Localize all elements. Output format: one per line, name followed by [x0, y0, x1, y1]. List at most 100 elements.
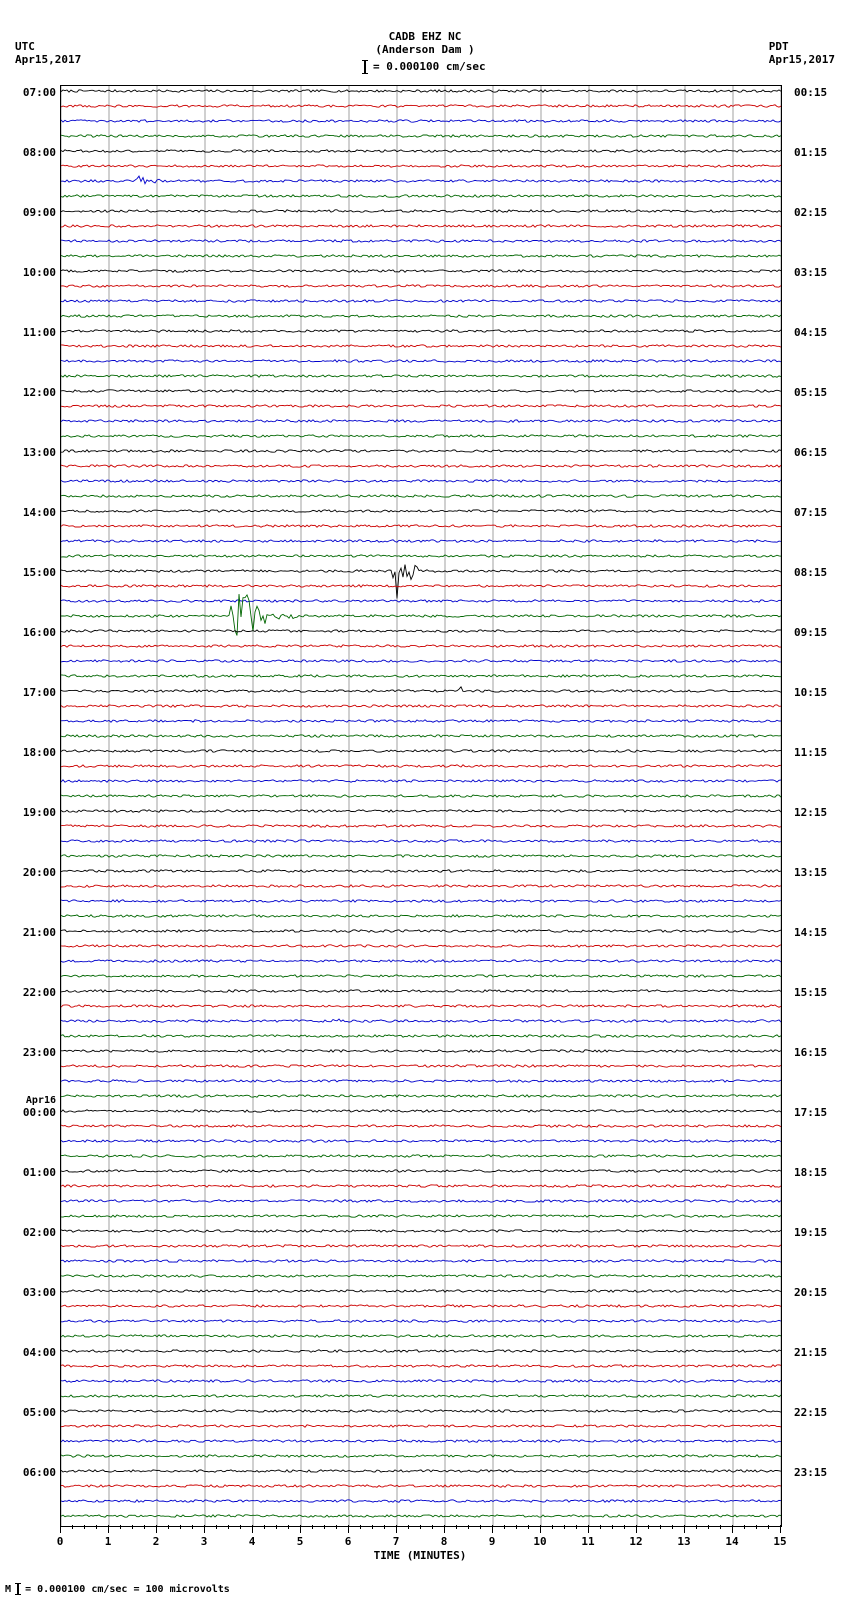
seismic-trace [61, 1140, 781, 1142]
left-time-label: 12:00 [23, 387, 56, 398]
right-time-label: 15:15 [794, 987, 827, 998]
seismic-trace [61, 285, 781, 287]
seismic-trace [61, 240, 781, 242]
x-tick-label: 2 [153, 1535, 160, 1548]
seismic-trace [61, 1125, 781, 1127]
right-time-label: 08:15 [794, 567, 827, 578]
seismic-trace [61, 735, 781, 737]
right-time-label: 16:15 [794, 1047, 827, 1058]
seismic-trace [61, 1260, 781, 1262]
seismic-trace [61, 255, 781, 257]
station-location: (Anderson Dam ) [0, 43, 850, 56]
seismic-trace [61, 90, 781, 92]
seismic-trace [61, 1110, 781, 1112]
header: CADB EHZ NC (Anderson Dam ) = 0.000100 c… [0, 30, 850, 74]
seismic-trace [61, 270, 781, 272]
left-time-label: 18:00 [23, 747, 56, 758]
footer-scale-bar-icon [17, 1583, 19, 1595]
seismic-trace [61, 1500, 781, 1502]
seismic-trace [61, 135, 781, 137]
seismic-trace [61, 630, 781, 632]
x-axis: TIME (MINUTES) 0123456789101112131415 [60, 1525, 780, 1565]
left-time-label: 03:00 [23, 1287, 56, 1298]
scale-indicator: = 0.000100 cm/sec [364, 60, 485, 74]
seismic-trace [61, 870, 781, 872]
right-time-label: 00:15 [794, 87, 827, 98]
seismic-trace [61, 705, 781, 707]
seismic-trace [61, 1155, 781, 1157]
x-tick-label: 0 [57, 1535, 64, 1548]
seismic-trace [61, 150, 781, 152]
seismic-trace [61, 315, 781, 317]
seismic-trace [61, 660, 781, 662]
seismic-trace [61, 1440, 781, 1442]
seismic-trace [61, 1095, 781, 1097]
x-tick-label: 11 [581, 1535, 594, 1548]
seismic-trace [61, 1215, 781, 1217]
seismic-trace [61, 840, 781, 842]
seismic-trace [61, 1290, 781, 1292]
seismic-trace [61, 176, 781, 184]
x-tick-label: 10 [533, 1535, 546, 1548]
right-time-label: 09:15 [794, 627, 827, 638]
left-time-labels: 07:0008:0009:0010:0011:0012:0013:0014:00… [0, 85, 58, 1525]
seismic-trace [61, 390, 781, 392]
seismic-trace [61, 765, 781, 767]
seismic-trace [61, 1320, 781, 1322]
seismic-trace [61, 960, 781, 962]
seismic-trace [61, 855, 781, 857]
right-time-label: 06:15 [794, 447, 827, 458]
x-tick-label: 8 [441, 1535, 448, 1548]
x-tick-label: 5 [297, 1535, 304, 1548]
right-time-label: 01:15 [794, 147, 827, 158]
seismic-trace [61, 1005, 781, 1007]
left-time-label: 10:00 [23, 267, 56, 278]
seismic-trace [61, 1230, 781, 1232]
seismic-trace [61, 1275, 781, 1277]
right-time-label: 22:15 [794, 1407, 827, 1418]
right-time-label: 04:15 [794, 327, 827, 338]
seismic-trace [61, 1350, 781, 1352]
seismic-trace [61, 1245, 781, 1247]
left-time-label: 21:00 [23, 927, 56, 938]
right-time-label: 13:15 [794, 867, 827, 878]
seismic-trace [61, 1380, 781, 1382]
x-tick-label: 13 [677, 1535, 690, 1548]
seismic-trace [61, 1425, 781, 1427]
seismic-trace [61, 105, 781, 107]
seismic-trace [61, 1515, 781, 1517]
seismic-trace [61, 195, 781, 197]
right-time-label: 14:15 [794, 927, 827, 938]
left-time-label: 20:00 [23, 867, 56, 878]
seismic-trace [61, 1019, 781, 1022]
seismic-trace [61, 165, 781, 167]
left-time-label: 07:00 [23, 87, 56, 98]
right-time-labels: 00:1501:1502:1503:1504:1505:1506:1507:15… [792, 85, 850, 1525]
right-time-label: 07:15 [794, 507, 827, 518]
x-tick-label: 3 [201, 1535, 208, 1548]
seismic-trace [61, 450, 781, 452]
seismic-trace [61, 750, 781, 752]
seismic-trace [61, 585, 781, 587]
seismic-trace [61, 360, 781, 362]
seismic-trace [61, 600, 781, 602]
right-time-label: 17:15 [794, 1107, 827, 1118]
seismic-trace [61, 930, 781, 932]
seismic-trace [61, 540, 781, 542]
right-time-label: 10:15 [794, 687, 827, 698]
seismic-trace [61, 375, 781, 377]
left-date-label: Apr16 [26, 1096, 56, 1106]
seismic-trace [61, 885, 781, 887]
left-time-label: 06:00 [23, 1467, 56, 1478]
seismic-trace [61, 645, 781, 647]
left-time-label: 09:00 [23, 207, 56, 218]
seismic-trace [61, 1395, 781, 1397]
left-time-label: 23:00 [23, 1047, 56, 1058]
seismic-trace [61, 1185, 781, 1187]
footer-prefix: M [5, 1584, 11, 1595]
x-axis-title: TIME (MINUTES) [60, 1549, 780, 1562]
seismic-trace [61, 1200, 781, 1202]
seismic-trace [61, 795, 781, 797]
seismic-trace [61, 495, 781, 497]
seismic-trace [61, 1080, 781, 1082]
